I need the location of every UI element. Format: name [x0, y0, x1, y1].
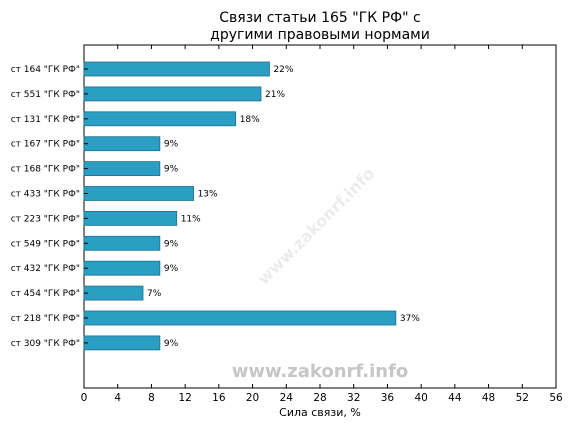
bar: [83, 161, 161, 177]
y-tick-label: ст 218 "ГК РФ": [11, 314, 80, 324]
y-tick-label: ст 309 "ГК РФ": [11, 339, 80, 349]
bar: [83, 210, 178, 226]
value-label: 9%: [164, 165, 179, 175]
value-label: 18%: [240, 115, 260, 125]
x-axis-title: Сила связи, %: [279, 406, 361, 419]
x-axis: 0 4 8 12 16 20 24 28 32 36 40 44 48 52 56: [81, 45, 563, 404]
bar: [83, 285, 144, 301]
value-label: 11%: [181, 214, 201, 224]
diagonal-watermark: www.zakonrf.info: [254, 164, 378, 288]
x-tick-label: 48: [482, 392, 495, 404]
value-label: 37%: [400, 314, 420, 324]
x-tick-label: 28: [313, 392, 326, 404]
x-tick-label: 32: [347, 392, 360, 404]
y-tick-label: ст 551 "ГК РФ": [11, 90, 80, 100]
chart-title-line-2: другими правовыми нормами: [210, 27, 430, 43]
y-tick-label: ст 168 "ГК РФ": [11, 165, 80, 175]
y-tick-label: ст 432 "ГК РФ": [11, 264, 80, 274]
value-label: 21%: [265, 90, 285, 100]
x-tick-label: 0: [81, 392, 88, 404]
y-tick-label: ст 164 "ГК РФ": [11, 65, 80, 75]
value-label: 9%: [164, 140, 179, 150]
value-labels: 22% 21% 18% 9% 9% 13% 11% 9% 9% 7% 37% 9%: [147, 65, 420, 349]
bar: [83, 86, 262, 102]
y-tick-label: ст 223 "ГК РФ": [11, 214, 80, 224]
x-tick-label: 44: [448, 392, 462, 404]
bar: [83, 111, 237, 127]
y-tick-label: ст 131 "ГК РФ": [11, 115, 80, 125]
x-tick-label: 12: [178, 392, 191, 404]
x-tick-label: 36: [381, 392, 395, 404]
value-label: 9%: [164, 239, 179, 249]
x-tick-label: 20: [246, 392, 259, 404]
bar: [83, 136, 161, 152]
x-tick-label: 40: [414, 392, 427, 404]
y-tick-label: ст 167 "ГК РФ": [11, 140, 80, 150]
x-tick-label: 4: [114, 392, 121, 404]
value-label: 7%: [147, 289, 162, 299]
bar: [83, 310, 397, 326]
y-tick-label: ст 433 "ГК РФ": [11, 190, 80, 200]
y-tick-label: ст 454 "ГК РФ": [11, 289, 80, 299]
value-label: 9%: [164, 264, 179, 274]
chart-title-line-1: Связи статьи 165 "ГК РФ" с: [219, 10, 421, 26]
x-tick-label: 24: [280, 392, 294, 404]
watermark: www.zakonrf.info: [232, 361, 409, 382]
bar: [83, 61, 270, 77]
y-tick-labels: ст 164 "ГК РФ" ст 551 "ГК РФ" ст 131 "ГК Р…: [11, 65, 88, 349]
bar: [83, 186, 194, 201]
value-label: 13%: [198, 190, 218, 200]
value-label: 9%: [164, 339, 179, 349]
value-label: 22%: [273, 65, 293, 75]
bar: [83, 335, 161, 351]
x-tick-label: 52: [516, 392, 529, 404]
x-tick-label: 8: [148, 392, 155, 404]
bar: [83, 235, 161, 251]
watermark-layer: www.zakonrf.info www.zakonrf.info: [232, 164, 409, 382]
x-tick-label: 56: [549, 392, 563, 404]
y-tick-label: ст 549 "ГК РФ": [11, 239, 80, 249]
bar: [83, 260, 161, 276]
x-tick-label: 16: [212, 392, 226, 404]
